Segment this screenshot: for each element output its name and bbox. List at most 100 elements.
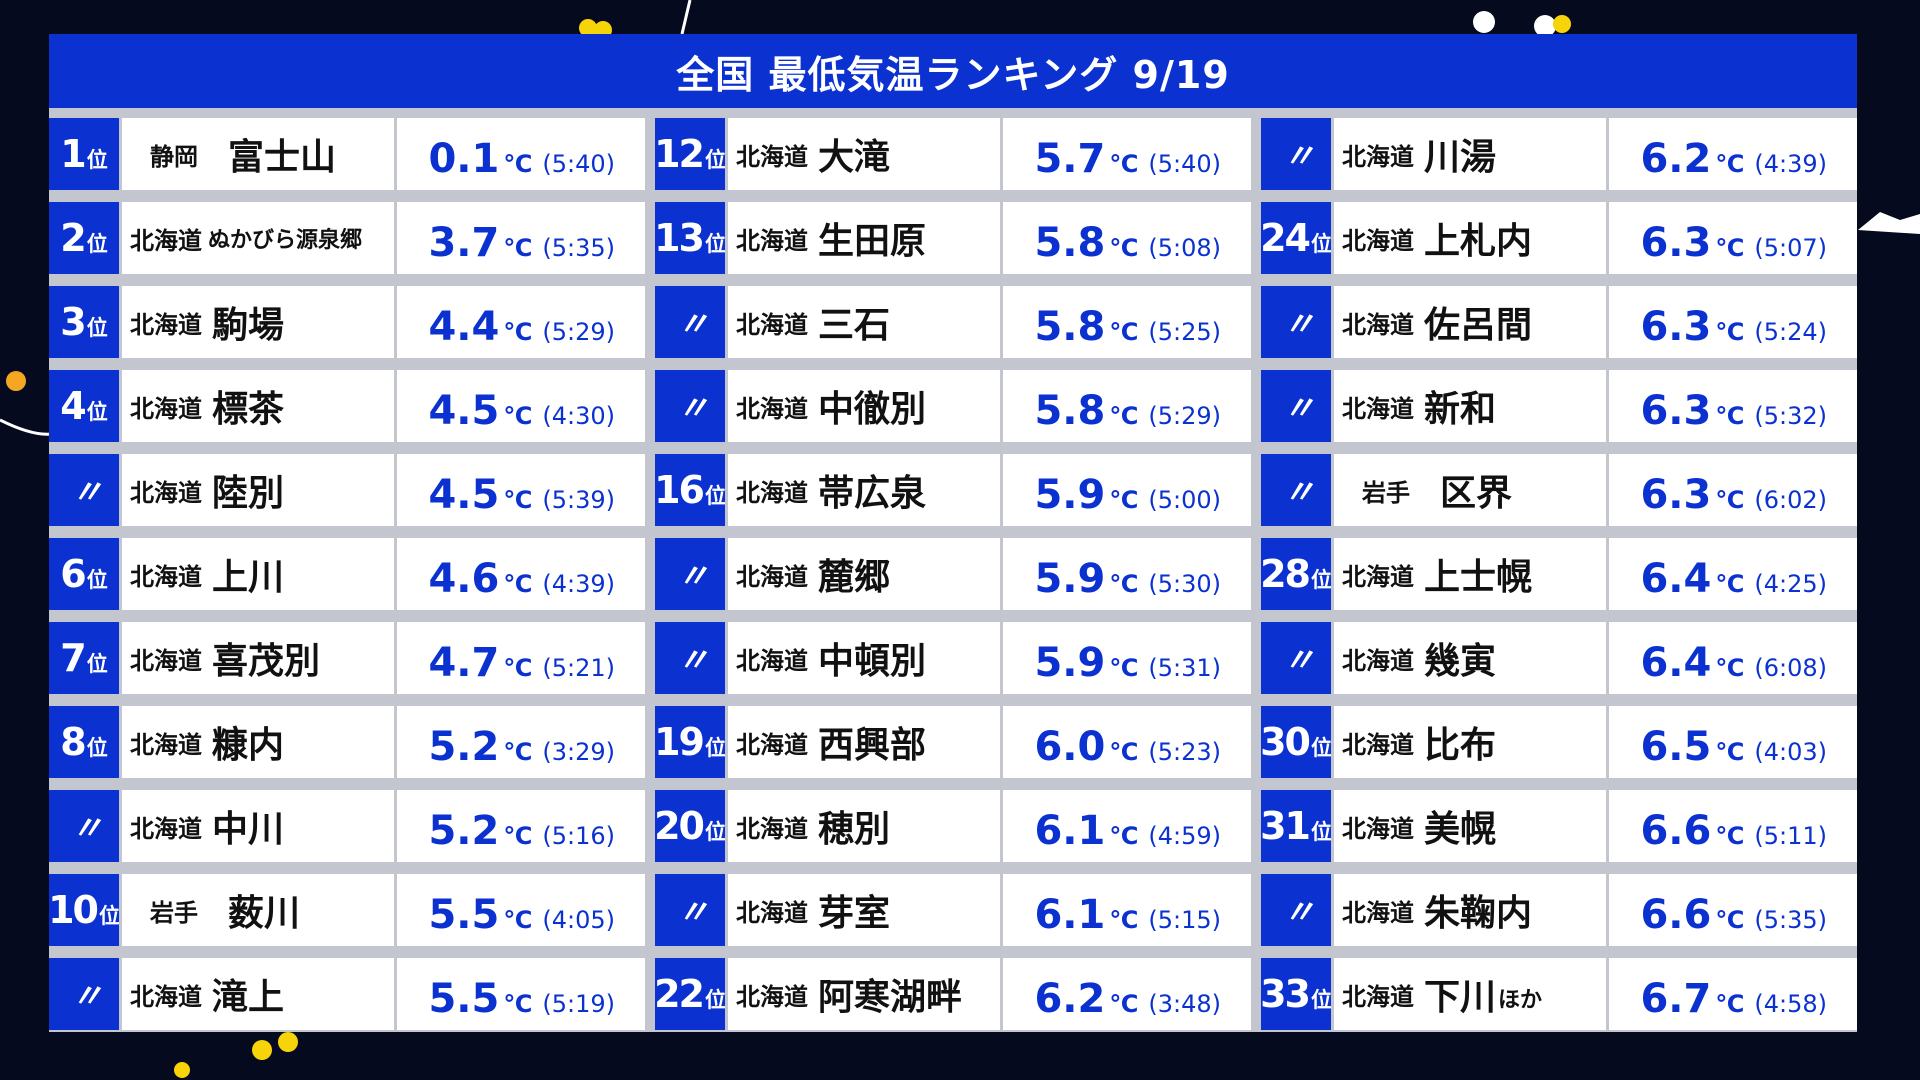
prefecture-label: 北海道 (736, 730, 808, 759)
temperature-unit: ℃ (1715, 234, 1745, 262)
ditto-mark: 〃 (1282, 893, 1315, 931)
rank-number: 20 (655, 804, 705, 848)
prefecture-label: 北海道 (736, 310, 808, 339)
ranking-row: 22 位北海道 阿寒湖畔 6.2 ℃ (3:48) (655, 958, 1251, 1030)
location-cell: 北海道 生田原 (728, 202, 1000, 274)
temperature-cell: 3.7 ℃ (5:35) (397, 202, 645, 274)
prefecture-label: 北海道 (736, 226, 808, 255)
station-name: 駒場 (212, 305, 285, 346)
ditto-mark: 〃 (676, 893, 709, 931)
ranking-row: 〃北海道 麓郷 5.9 ℃ (5:30) (655, 538, 1251, 610)
observation-time: (5:21) (542, 654, 615, 682)
station-name: 阿寒湖畔 (818, 977, 963, 1018)
location-cell: 北海道 芽室 (728, 874, 1000, 946)
temperature-unit: ℃ (503, 318, 533, 346)
ditto-mark: 〃 (676, 557, 709, 595)
station-name: 上川 (212, 557, 285, 598)
temperature-cell: 5.9 ℃ (5:30) (1003, 538, 1251, 610)
prefecture-label: 北海道 (736, 562, 808, 591)
board-title: 全国 最低気温ランキング 9/19 (49, 34, 1857, 108)
ranking-row: 31 位北海道 美幌 6.6 ℃ (5:11) (1261, 790, 1857, 862)
temperature-cell: 6.4 ℃ (4:25) (1609, 538, 1857, 610)
ranking-row: 8 位北海道 糠内 5.2 ℃ (3:29) (49, 706, 645, 778)
station-name: 穂別 (818, 809, 891, 850)
temperature-value: 6.3 (1640, 388, 1712, 434)
prefecture-label: 北海道 (130, 394, 202, 423)
station-name: 区界 (1440, 473, 1513, 514)
ditto-mark: 〃 (1282, 137, 1315, 175)
location-cell: 北海道 ぬかびら源泉郷 (122, 202, 394, 274)
observation-time: (4:25) (1754, 570, 1827, 598)
temperature-value: 5.8 (1034, 304, 1106, 350)
prefecture-label: 北海道 (130, 478, 202, 507)
temperature-cell: 6.2 ℃ (3:48) (1003, 958, 1251, 1030)
location-cell: 岩手 薮川 (122, 874, 394, 946)
temperature-unit: ℃ (1715, 990, 1745, 1018)
observation-time: (4:05) (542, 906, 615, 934)
ranking-row: 〃北海道 三石 5.8 ℃ (5:25) (655, 286, 1251, 358)
temperature-value: 5.9 (1034, 556, 1106, 602)
temperature-cell: 5.7 ℃ (5:40) (1003, 118, 1251, 190)
ranking-row: 30 位北海道 比布 6.5 ℃ (4:03) (1261, 706, 1857, 778)
rank-number: 1 (60, 132, 86, 176)
observation-time: (5:23) (1148, 738, 1221, 766)
temperature-unit: ℃ (503, 570, 533, 598)
temperature-value: 4.6 (428, 556, 500, 602)
temperature-value: 6.3 (1640, 472, 1712, 518)
observation-time: (3:48) (1148, 990, 1221, 1018)
station-name: 美幌 (1424, 809, 1497, 850)
rank-number: 7 (60, 636, 86, 680)
rank-cell: 12 位 (655, 118, 725, 190)
rank-suffix: 位 (86, 232, 108, 256)
temperature-cell: 6.4 ℃ (6:08) (1609, 622, 1857, 694)
temperature-unit: ℃ (1715, 402, 1745, 430)
observation-time: (4:39) (1754, 150, 1827, 178)
prefecture-label: 北海道 (130, 730, 202, 759)
prefecture-label: 北海道 (1342, 646, 1414, 675)
temperature-cell: 5.5 ℃ (5:19) (397, 958, 645, 1030)
temperature-cell: 5.8 ℃ (5:29) (1003, 370, 1251, 442)
rank-cell: 〃 (655, 286, 725, 358)
ranking-row: 〃北海道 中頓別 5.9 ℃ (5:31) (655, 622, 1251, 694)
station-name: 喜茂別 (212, 641, 321, 682)
rank-suffix: 位 (704, 232, 725, 256)
location-cell: 北海道 駒場 (122, 286, 394, 358)
station-name: 朱鞠内 (1424, 893, 1533, 934)
prefecture-label: 北海道 (130, 310, 202, 339)
temperature-unit: ℃ (1715, 150, 1745, 178)
rank-suffix: 位 (98, 904, 119, 928)
rank-cell: 〃 (1261, 370, 1331, 442)
temperature-cell: 0.1 ℃ (5:40) (397, 118, 645, 190)
rank-cell: 31 位 (1261, 790, 1331, 862)
rank-suffix: 位 (704, 820, 725, 844)
prefecture-label: 北海道 (130, 814, 202, 843)
temperature-value: 6.2 (1640, 136, 1712, 182)
rank-cell: 30 位 (1261, 706, 1331, 778)
rank-suffix: 位 (86, 316, 108, 340)
temperature-cell: 6.3 ℃ (5:07) (1609, 202, 1857, 274)
location-cell: 北海道 陸別 (122, 454, 394, 526)
temperature-cell: 6.5 ℃ (4:03) (1609, 706, 1857, 778)
temperature-value: 4.5 (428, 388, 500, 434)
ranking-row: 〃 岩手 区界 6.3 ℃ (6:02) (1261, 454, 1857, 526)
temperature-cell: 5.9 ℃ (5:31) (1003, 622, 1251, 694)
temperature-value: 6.6 (1640, 892, 1712, 938)
ranking-row: 13 位北海道 生田原 5.8 ℃ (5:08) (655, 202, 1251, 274)
location-cell: 北海道 朱鞠内 (1334, 874, 1606, 946)
temperature-unit: ℃ (1109, 906, 1139, 934)
location-cell: 北海道 上士幌 (1334, 538, 1606, 610)
rank-number: 30 (1261, 720, 1311, 764)
station-name: 西興部 (818, 725, 927, 766)
prefecture-label: 北海道 (130, 226, 202, 255)
temperature-unit: ℃ (1715, 906, 1745, 934)
temperature-value: 6.5 (1640, 724, 1712, 770)
ranking-row: 20 位北海道 穂別 6.1 ℃ (4:59) (655, 790, 1251, 862)
location-cell: 北海道 佐呂間 (1334, 286, 1606, 358)
temperature-cell: 6.3 ℃ (5:32) (1609, 370, 1857, 442)
observation-time: (6:08) (1754, 654, 1827, 682)
prefecture-label: 北海道 (1342, 562, 1414, 591)
observation-time: (5:39) (542, 486, 615, 514)
location-cell: 北海道 大滝 (728, 118, 1000, 190)
